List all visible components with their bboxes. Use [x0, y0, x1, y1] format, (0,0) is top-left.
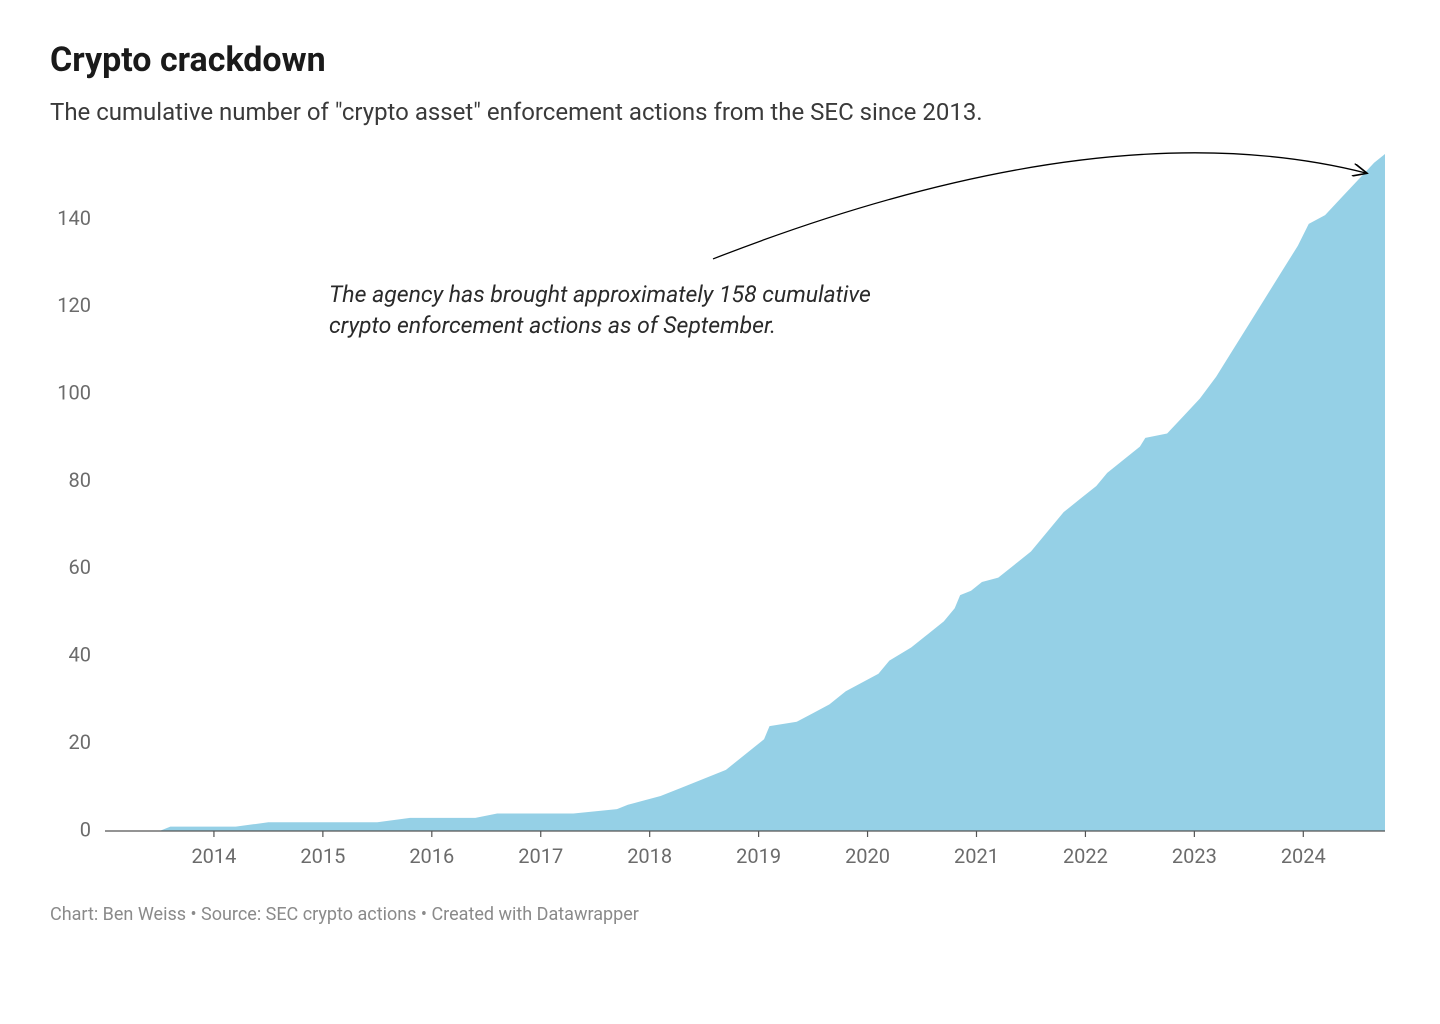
area-fill — [105, 154, 1385, 831]
y-tick-label: 80 — [69, 468, 91, 492]
x-tick-label: 2019 — [736, 844, 781, 868]
x-tick-label: 2017 — [518, 844, 563, 868]
annotation-arrow — [713, 153, 1366, 259]
x-tick-label: 2021 — [954, 844, 999, 868]
area-chart-svg: 0 20 40 60 80 100 120 140 2014 2015 2016 2017 2018 20… — [50, 146, 1390, 886]
y-tick-label: 0 — [80, 817, 91, 841]
x-tick-label: 2016 — [409, 844, 454, 868]
chart-subtitle: The cumulative number of "crypto asset" … — [50, 98, 1390, 126]
annotation-line1: The agency has brought approximately 158… — [329, 281, 871, 308]
y-tick-label: 40 — [69, 643, 91, 667]
chart-footer: Chart: Ben Weiss • Source: SEC crypto ac… — [50, 904, 1390, 925]
x-tick-label: 2022 — [1063, 844, 1108, 868]
y-tick-label: 120 — [57, 293, 91, 317]
annotation-line2: crypto enforcement actions as of Septemb… — [329, 312, 776, 339]
y-tick-label: 20 — [69, 730, 91, 754]
y-tick-label: 100 — [57, 381, 91, 405]
plot-area: 0 20 40 60 80 100 120 140 2014 2015 2016 2017 2018 20… — [50, 146, 1390, 886]
y-tick-label: 140 — [57, 206, 91, 230]
x-tick-label: 2015 — [300, 844, 345, 868]
x-tick-label: 2018 — [627, 844, 672, 868]
chart-title: Crypto crackdown — [50, 40, 1390, 80]
y-tick-label: 60 — [69, 555, 91, 579]
chart-container: Crypto crackdown The cumulative number o… — [50, 40, 1390, 984]
x-tick-label: 2024 — [1281, 844, 1326, 868]
x-tick-label: 2023 — [1172, 844, 1217, 868]
x-tick-label: 2020 — [845, 844, 890, 868]
annotation-text: The agency has brought approximately 158… — [329, 279, 871, 341]
x-tick-label: 2014 — [191, 844, 236, 868]
